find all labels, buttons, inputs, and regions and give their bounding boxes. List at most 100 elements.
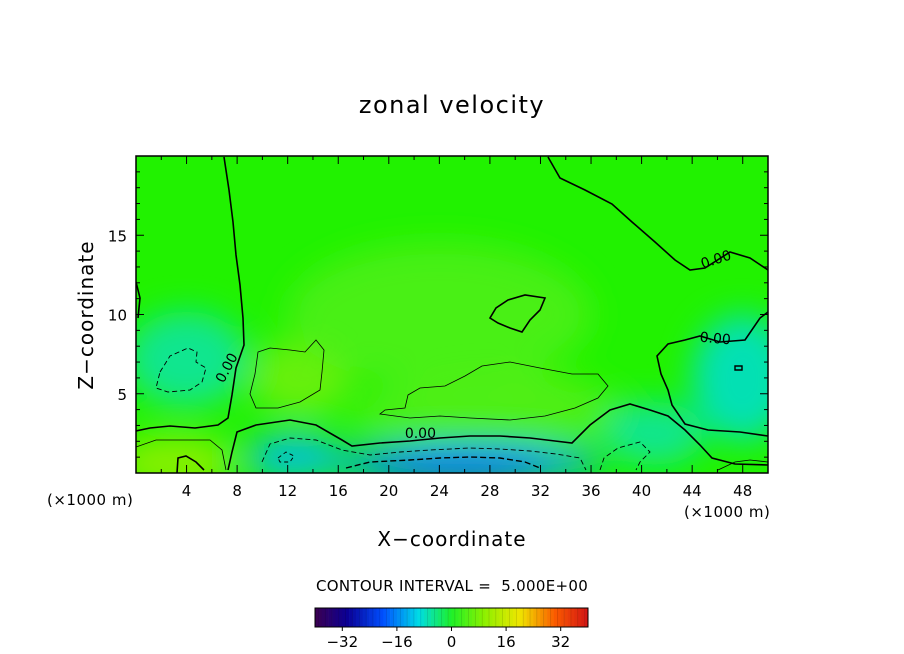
colorbar-swatch: [328, 608, 333, 627]
x-tick-label: 20: [379, 482, 398, 500]
colorbar-swatch: [362, 608, 367, 627]
colorbar-swatch: [506, 608, 510, 627]
colorbar-swatch: [390, 608, 394, 627]
colorbar-swatch: [315, 608, 319, 627]
colorbar-swatch: [359, 608, 364, 627]
colorbar-swatch: [526, 608, 531, 627]
contour-label: 0.00: [699, 330, 731, 349]
positive-contour-west-blob: [249, 339, 325, 409]
colorbar-swatch: [485, 608, 490, 627]
x-tick-label: 36: [581, 482, 600, 500]
colorbar-swatch: [444, 608, 449, 627]
zero-contour-bottom: [227, 403, 768, 471]
contour-interval-text: CONTOUR INTERVAL = 5.000E+00: [316, 577, 588, 595]
colorbar-swatch: [550, 608, 555, 627]
colorbar-swatch: [400, 608, 405, 627]
field-region: [136, 434, 235, 473]
positive-contour-lower-right: [717, 459, 768, 471]
negative-contour-small-eddy: [277, 451, 295, 463]
colorbar-tick-label: 32: [551, 633, 570, 651]
zero-contour-left: [136, 156, 245, 432]
colorbar-swatch: [553, 608, 558, 627]
colorbar-swatch: [560, 608, 565, 627]
x-axis-label: X−coordinate: [377, 527, 526, 551]
y-tick-label: 5: [117, 386, 127, 404]
colorbar-swatch: [509, 608, 514, 627]
colorbar-swatch: [407, 608, 411, 627]
positive-contour-central-blob: [379, 361, 609, 421]
colorbar-swatch: [410, 608, 415, 627]
colorbar-swatch: [448, 608, 452, 627]
colorbar-swatch: [366, 608, 370, 627]
positive-contour-bottom-left: [136, 439, 227, 471]
colorbar-swatch: [376, 608, 381, 627]
colorbar-swatch: [431, 608, 435, 627]
colorbar-tick-label: −16: [381, 633, 413, 651]
colorbar-swatch: [379, 608, 384, 627]
colorbar-swatch: [396, 608, 401, 627]
colorbar-swatch: [461, 608, 466, 627]
colorbar-swatch: [468, 608, 473, 627]
negative-contour-inner-pool: [345, 456, 541, 469]
y-tick-label: 10: [108, 307, 127, 325]
colorbar-swatch: [318, 608, 323, 627]
x-tick-label: 16: [329, 482, 348, 500]
colorbar-swatch: [495, 608, 500, 627]
colorbar-swatch: [417, 608, 422, 627]
negative-contour-right: [599, 441, 651, 471]
colorbar-swatch: [451, 608, 456, 627]
x-tick-label: 12: [278, 482, 297, 500]
colorbar-swatch: [352, 608, 357, 627]
colorbar-swatch: [325, 608, 329, 627]
colorbar-swatch: [533, 608, 538, 627]
colorbar-swatch: [574, 608, 579, 627]
colorbar-swatch: [345, 608, 350, 627]
colorbar-swatch: [437, 608, 442, 627]
colorbar-swatch: [499, 608, 503, 627]
colorbar-swatch: [512, 608, 517, 627]
colorbar-swatch: [567, 608, 572, 627]
colorbar-swatch: [489, 608, 493, 627]
colorbar-swatch: [420, 608, 425, 627]
negative-contour-bottom-pool: [261, 437, 587, 471]
colorbar-swatch: [523, 608, 527, 627]
colorbar-swatch: [355, 608, 360, 627]
x-tick-label: 32: [531, 482, 550, 500]
colorbar-swatch: [349, 608, 353, 627]
colorbar-swatch: [465, 608, 469, 627]
zero-contour-bottom-left-loop: [176, 455, 205, 473]
colorbar-swatch: [516, 608, 521, 627]
colorbar-swatch: [427, 608, 432, 627]
x-tick-label: 28: [480, 482, 499, 500]
y-axis-label: Z−coordinate: [74, 240, 98, 389]
colorbar-swatch: [577, 608, 582, 627]
colorbar-swatch: [369, 608, 374, 627]
colorbar-swatch: [540, 608, 544, 627]
field-region: [603, 401, 705, 466]
colorbar-swatch: [338, 608, 343, 627]
x-unit-right: (×1000 m): [684, 503, 770, 521]
chart-title: zonal velocity: [359, 91, 545, 119]
x-tick-label: 4: [182, 482, 192, 500]
colorbar-swatch: [529, 608, 534, 627]
zero-contour-small-loop: [734, 365, 743, 371]
x-unit-left: (×1000 m): [47, 491, 133, 509]
field-region: [287, 243, 592, 386]
colorbar: [315, 608, 589, 627]
x-tick-label: 48: [733, 482, 752, 500]
contour-label: 0.00: [405, 426, 436, 442]
colorbar-tick-label: 0: [447, 633, 457, 651]
colorbar-ticks: −32 −16 0 16 32: [326, 627, 570, 651]
colorbar-swatch: [441, 608, 445, 627]
colorbar-swatch: [547, 608, 551, 627]
colorbar-swatch: [413, 608, 418, 627]
colorbar-tick-label: −32: [326, 633, 358, 651]
colorbar-swatch: [492, 608, 497, 627]
contour-lines: [136, 156, 768, 473]
colorbar-swatch: [475, 608, 480, 627]
zero-contour-left-edge: [136, 281, 141, 319]
x-tick-label: 8: [232, 482, 242, 500]
velocity-field: [136, 243, 768, 473]
colorbar-swatch: [321, 608, 326, 627]
field-region: [350, 377, 629, 448]
